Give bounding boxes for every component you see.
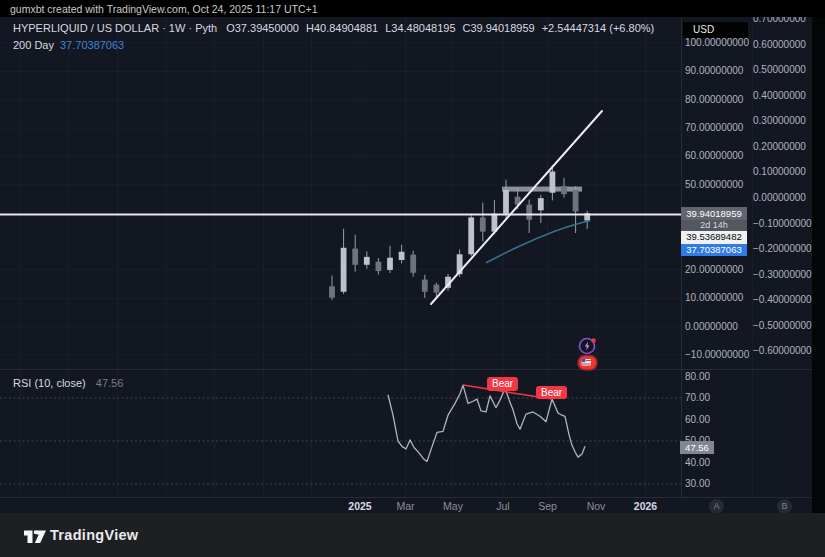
- change-value: +2.54447314 (+6.80%): [542, 22, 655, 34]
- candle-body: [341, 248, 347, 292]
- symbol-legend[interactable]: HYPERLIQUID / US DOLLAR · 1W · Pyth O37.3…: [13, 22, 654, 34]
- ohlc-low: L34.48048195: [385, 22, 455, 34]
- candle-body: [410, 255, 416, 273]
- rsi-axis-label: 70.00: [685, 392, 710, 403]
- last-price-value: 39.94018959: [681, 207, 747, 220]
- tradingview-chart-window: gumxbt created with TradingView.com, Oct…: [0, 0, 825, 557]
- attribution-bar: gumxbt created with TradingView.com, Oct…: [0, 0, 825, 17]
- price-scale-b-button[interactable]: B: [777, 499, 792, 514]
- chart-canvas[interactable]: [0, 0, 825, 557]
- rsi-legend[interactable]: RSI (10, close) 47.56: [13, 377, 123, 389]
- candle-body: [399, 252, 405, 260]
- time-axis-divider: [0, 497, 812, 498]
- rsi-value: 47.56: [96, 377, 124, 389]
- secondary-axis-label: 0.50000000: [753, 64, 806, 75]
- bear-label-2[interactable]: Bear: [536, 386, 567, 400]
- time-axis-label: Sep: [538, 500, 557, 512]
- flat-bar-annotation[interactable]: [502, 187, 582, 192]
- tradingview-logo-icon[interactable]: [24, 530, 48, 546]
- secondary-axis-label: −0.40000000: [753, 294, 812, 305]
- secondary-axis-label: −0.60000000: [753, 345, 812, 356]
- secondary-axis-label: −0.20000000: [753, 243, 812, 254]
- candle-body: [422, 280, 428, 292]
- price-axis-label: 90.00000000: [685, 65, 743, 76]
- ohlc-open: O37.39450000: [226, 22, 299, 34]
- rsi-axis-badge: 47.56: [680, 441, 714, 454]
- ohlc-high: H40.84904881: [306, 22, 378, 34]
- rsi-title: RSI: [13, 377, 31, 389]
- price-scale-a-button[interactable]: A: [709, 499, 724, 514]
- bar-countdown: 2d 14h: [681, 220, 747, 231]
- price-axis-label: 80.00000000: [685, 94, 743, 105]
- time-axis-label: Jul: [496, 500, 509, 512]
- bear-label-1[interactable]: Bear: [487, 377, 518, 391]
- candle-body: [329, 286, 335, 297]
- attribution-text: gumxbt created with TradingView.com, Oct…: [10, 3, 317, 15]
- candle-body: [480, 217, 486, 231]
- secondary-axis-label: −0.10000000: [753, 218, 812, 229]
- symbol-title[interactable]: HYPERLIQUID / US DOLLAR · 1W · Pyth: [13, 22, 217, 34]
- rsi-axis-label: 40.00: [685, 457, 710, 468]
- candle-body: [526, 205, 532, 220]
- time-axis-label: 2026: [634, 500, 657, 512]
- ma-legend[interactable]: 200 Day 37.70387063: [13, 39, 124, 51]
- price-axis-label: 50.00000000: [685, 179, 743, 190]
- rsi-params: (10, close): [34, 377, 85, 389]
- tradingview-brand-text[interactable]: TradingView: [50, 527, 138, 543]
- candle-body: [561, 186, 567, 194]
- candle-body: [364, 257, 370, 265]
- secondary-axis-label: 0.60000000: [753, 39, 806, 50]
- secondary-axis-divider: [752, 18, 753, 497]
- right-margin: [812, 0, 825, 513]
- candle-body: [434, 285, 440, 293]
- candle-body: [376, 262, 382, 271]
- ma-value: 37.70387063: [60, 39, 124, 51]
- price-axis-label: 0.00000000: [685, 321, 738, 332]
- candle-body: [352, 249, 358, 265]
- last-price-badge: 39.94018959 2d 14h: [681, 207, 747, 231]
- time-axis-label: Mar: [396, 500, 414, 512]
- candle-body: [387, 258, 393, 270]
- rsi-axis-label: 30.00: [685, 478, 710, 489]
- pane-divider[interactable]: [0, 369, 812, 370]
- price-axis-divider: [681, 18, 682, 497]
- currency-button[interactable]: USD: [683, 22, 748, 38]
- secondary-axis-label: 0.30000000: [753, 115, 806, 126]
- secondary-axis-label: 0.10000000: [753, 166, 806, 177]
- secondary-axis-label: 0.00000000: [753, 192, 806, 203]
- footer-bar: TradingView: [0, 513, 825, 557]
- flag-sticker-icon[interactable]: [576, 353, 600, 373]
- candle-body: [573, 190, 579, 212]
- candle-body: [538, 198, 544, 210]
- secondary-axis-label: −0.50000000: [753, 320, 812, 331]
- rsi-axis-label: 60.00: [685, 414, 710, 425]
- ohlc-close: C39.94018959: [463, 22, 535, 34]
- price-axis-label: 100.00000000: [685, 37, 749, 48]
- hline-price-badge: 39.53689482: [681, 231, 747, 244]
- secondary-axis-label: −0.30000000: [753, 269, 812, 280]
- price-axis-label: −10.00000000: [685, 349, 749, 360]
- candle-body: [468, 217, 474, 254]
- ma-price-badge: 37.70387063: [681, 244, 747, 257]
- candle-body: [550, 171, 556, 192]
- price-axis-label: 20.00000000: [685, 264, 743, 275]
- price-axis-label: 70.00000000: [685, 122, 743, 133]
- ma-label: 200 Day: [13, 39, 54, 51]
- ma-200day-line[interactable]: [486, 221, 590, 263]
- candle-body: [503, 190, 509, 214]
- price-axis-label: 10.00000000: [685, 292, 743, 303]
- time-axis-label: 2025: [348, 500, 371, 512]
- price-axis-label: 60.00000000: [685, 150, 743, 161]
- time-axis-label: Nov: [587, 500, 606, 512]
- time-axis-label: May: [443, 500, 463, 512]
- rsi-axis-label: 80.00: [685, 371, 710, 382]
- secondary-axis-label: 0.20000000: [753, 141, 806, 152]
- secondary-axis-label: 0.40000000: [753, 90, 806, 101]
